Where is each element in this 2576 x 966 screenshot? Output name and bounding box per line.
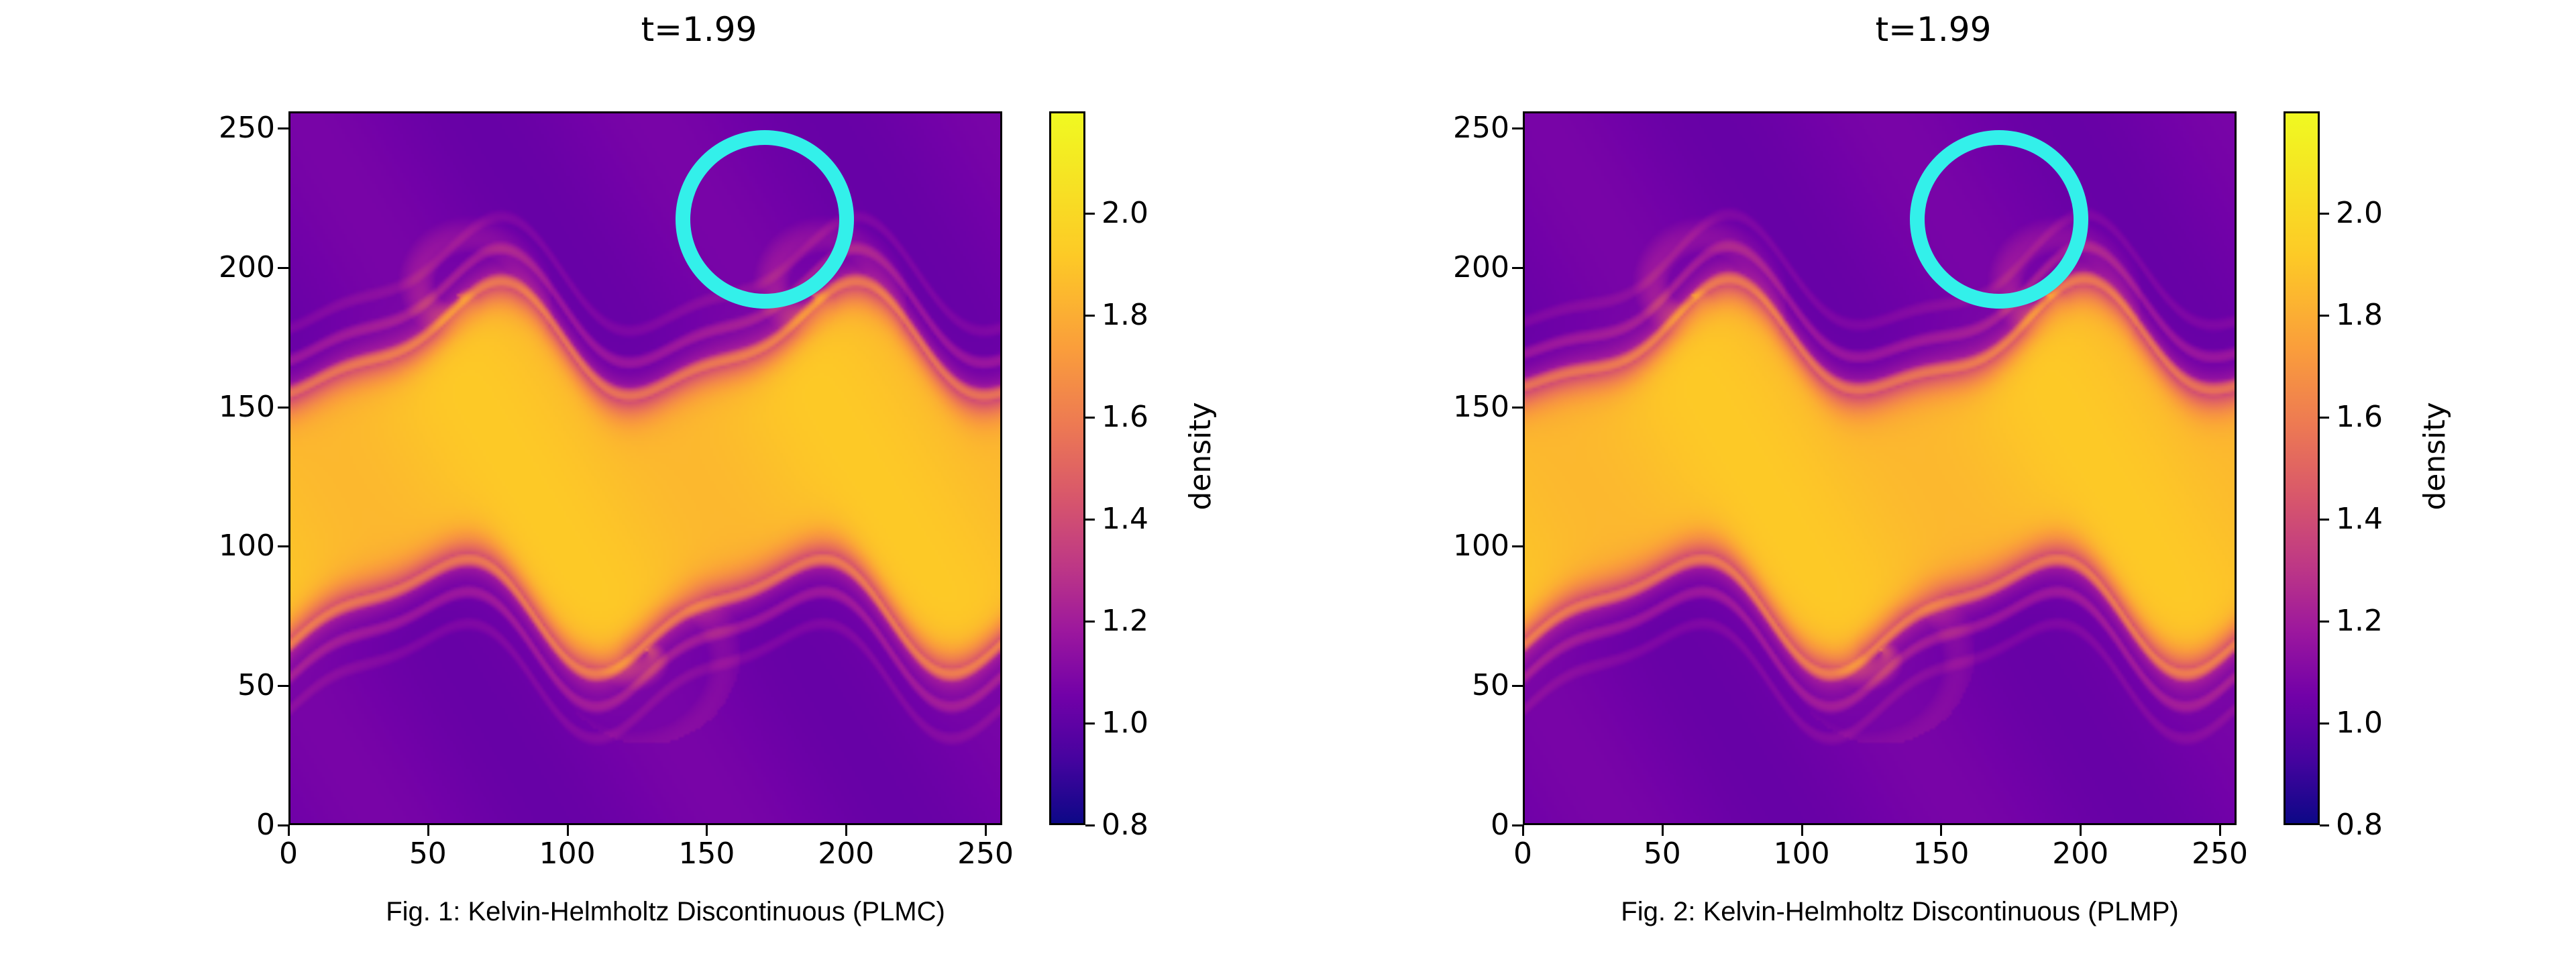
colorbar-tick-label: 1.6 xyxy=(1102,400,1148,434)
y-tick-label: 0 xyxy=(256,808,275,842)
y-tick-label: 50 xyxy=(237,668,275,703)
colorbar-tick-mark xyxy=(1085,315,1095,317)
y-tick-label: 50 xyxy=(1472,668,1509,703)
x-tick-mark xyxy=(1940,825,1943,836)
colorbar-tick-label: 1.0 xyxy=(1102,706,1148,740)
y-tick-label: 200 xyxy=(219,250,275,284)
x-tick-label: 50 xyxy=(409,837,447,871)
y-tick-mark xyxy=(278,545,288,548)
colorbar-tick-mark xyxy=(1085,722,1095,724)
y-tick-label: 150 xyxy=(1453,389,1509,424)
y-tick-label: 100 xyxy=(1453,529,1509,564)
y-tick-mark xyxy=(278,406,288,409)
x-tick-label: 250 xyxy=(2192,837,2249,871)
x-tick-mark xyxy=(706,825,708,836)
y-tick-mark xyxy=(1512,685,1523,688)
colorbar-label: density xyxy=(2418,402,2452,511)
colorbar-tick-mark xyxy=(2320,417,2329,419)
x-tick-label: 100 xyxy=(1773,837,1830,871)
x-tick-mark xyxy=(1801,825,1803,836)
figure-caption: Fig. 2: Kelvin-Helmholtz Discontinuous (… xyxy=(1621,897,2179,926)
x-tick-mark xyxy=(2219,825,2222,836)
x-tick-label: 50 xyxy=(1643,837,1681,871)
colorbar-tick-mark xyxy=(2320,722,2329,724)
colorbar-tick-mark xyxy=(1085,824,1095,826)
panel-plmp: t=1.99 0 50 100 150 200 250 0 50 100 150 200 250 0… xyxy=(1234,0,2522,966)
x-tick-mark xyxy=(2080,825,2082,836)
y-tick-label: 150 xyxy=(219,389,275,424)
density-heatmap xyxy=(290,113,1000,823)
y-tick-mark xyxy=(278,127,288,129)
colorbar-tick-label: 1.4 xyxy=(2336,502,2383,536)
colorbar-tick-label: 2.0 xyxy=(1102,196,1148,230)
colorbar-tick-mark xyxy=(2320,213,2329,215)
plot-title: t=1.99 xyxy=(1875,10,1992,49)
x-tick-mark xyxy=(1522,825,1524,836)
y-tick-mark xyxy=(1512,406,1523,409)
panel-plmc: t=1.99 0 50 100 150 200 250 0 50 100 150 200 250 0… xyxy=(219,10,1218,926)
x-tick-mark xyxy=(845,825,848,836)
colorbar-tick-mark xyxy=(1085,213,1095,215)
y-tick-label: 200 xyxy=(1453,250,1509,284)
colorbar xyxy=(2284,111,2320,825)
y-tick-mark xyxy=(278,824,288,826)
y-tick-mark xyxy=(1512,127,1523,129)
x-tick-label: 100 xyxy=(539,837,596,871)
colorbar-tick-label: 1.4 xyxy=(1102,502,1148,536)
x-tick-label: 150 xyxy=(678,837,735,871)
colorbar-tick-label: 1.0 xyxy=(2336,706,2383,740)
x-tick-mark xyxy=(566,825,569,836)
density-heatmap xyxy=(1525,113,2235,823)
x-tick-label: 0 xyxy=(279,837,298,871)
colorbar-tick-label: 1.8 xyxy=(2336,298,2383,332)
heatmap-axes xyxy=(288,111,1002,825)
x-tick-label: 150 xyxy=(1913,837,1970,871)
y-tick-label: 0 xyxy=(1491,808,1509,842)
x-tick-label: 200 xyxy=(2052,837,2109,871)
y-tick-mark xyxy=(1512,824,1523,826)
colorbar-tick-mark xyxy=(1085,417,1095,419)
colorbar-tick-label: 0.8 xyxy=(2336,808,2383,842)
y-tick-mark xyxy=(278,685,288,688)
colorbar-tick-mark xyxy=(1085,621,1095,623)
colorbar-tick-label: 2.0 xyxy=(2336,196,2383,230)
y-tick-mark xyxy=(1512,545,1523,548)
colorbar-tick-label: 1.2 xyxy=(1102,604,1148,638)
colorbar xyxy=(1049,111,1085,825)
y-tick-label: 250 xyxy=(219,110,275,145)
highlight-circle xyxy=(1909,129,2088,309)
y-tick-label: 100 xyxy=(219,529,275,564)
colorbar-tick-label: 1.6 xyxy=(2336,400,2383,434)
x-tick-mark xyxy=(985,825,987,836)
x-tick-label: 200 xyxy=(818,837,875,871)
colorbar-tick-mark xyxy=(2320,519,2329,521)
x-tick-mark xyxy=(1661,825,1664,836)
figure-caption: Fig. 1: Kelvin-Helmholtz Discontinuous (… xyxy=(386,897,945,926)
colorbar-tick-mark xyxy=(2320,315,2329,317)
x-tick-mark xyxy=(288,825,290,836)
colorbar-tick-label: 0.8 xyxy=(1102,808,1148,842)
colorbar-tick-mark xyxy=(2320,621,2329,623)
x-tick-mark xyxy=(427,825,429,836)
colorbar-tick-mark xyxy=(1085,519,1095,521)
x-tick-label: 0 xyxy=(1513,837,1532,871)
y-tick-mark xyxy=(278,266,288,269)
highlight-circle xyxy=(675,129,854,309)
colorbar-tick-mark xyxy=(2320,824,2329,826)
heatmap-axes xyxy=(1523,111,2237,825)
y-tick-label: 250 xyxy=(1453,110,1509,145)
colorbar-label: density xyxy=(1183,402,1218,511)
plot-title: t=1.99 xyxy=(641,10,757,49)
colorbar-tick-label: 1.8 xyxy=(1102,298,1148,332)
colorbar-tick-label: 1.2 xyxy=(2336,604,2383,638)
y-tick-mark xyxy=(1512,266,1523,269)
x-tick-label: 250 xyxy=(957,837,1014,871)
